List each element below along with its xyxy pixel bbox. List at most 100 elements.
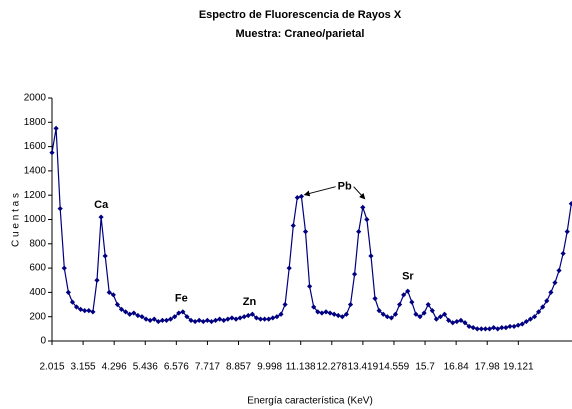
marker [556, 267, 562, 274]
marker [131, 310, 137, 316]
y-tick-label: 1200 [24, 190, 47, 201]
marker [429, 308, 435, 314]
marker [90, 309, 96, 315]
marker [450, 320, 456, 326]
marker [339, 314, 345, 320]
y-axis-label: C u e n t a s [11, 193, 22, 247]
marker [102, 253, 108, 259]
marker [351, 271, 358, 277]
marker [127, 311, 133, 317]
x-tick-label: 8.857 [226, 362, 251, 373]
marker [94, 277, 100, 283]
marker [470, 325, 476, 331]
marker [302, 229, 309, 235]
marker [531, 314, 538, 320]
marker [290, 222, 296, 229]
y-tick-label: 800 [29, 238, 46, 249]
marker [225, 316, 231, 322]
marker [446, 317, 452, 323]
marker [294, 195, 300, 201]
marker [61, 265, 67, 271]
marker [409, 299, 415, 305]
marker [527, 316, 534, 322]
marker [217, 316, 223, 322]
marker [69, 299, 76, 305]
marker [548, 289, 554, 295]
marker [478, 326, 484, 332]
marker [143, 316, 149, 322]
marker [544, 298, 550, 304]
marker [110, 292, 116, 298]
marker [106, 289, 112, 295]
marker [184, 314, 190, 320]
marker [49, 150, 55, 156]
marker [98, 214, 104, 220]
marker [360, 204, 366, 210]
x-tick-label: 2.015 [39, 362, 64, 373]
marker [507, 323, 513, 330]
marker [176, 310, 182, 316]
marker [78, 306, 84, 313]
y-tick-label: 0 [40, 336, 46, 347]
marker [118, 306, 125, 313]
marker [376, 308, 382, 314]
x-tick-label: 5.436 [133, 362, 158, 373]
marker [253, 315, 260, 321]
marker [433, 316, 439, 322]
marker [114, 301, 121, 308]
marker [519, 321, 525, 327]
marker [552, 280, 558, 286]
marker [262, 316, 268, 322]
marker [163, 317, 170, 323]
marker [482, 326, 489, 332]
x-tick-label: 12.278 [316, 362, 347, 373]
marker [474, 326, 480, 332]
marker [311, 304, 317, 310]
annotation: Pb [338, 181, 352, 193]
y-tick-label: 1000 [24, 214, 47, 225]
marker [139, 314, 145, 320]
x-tick-label: 11.138 [286, 362, 316, 373]
marker [200, 318, 206, 325]
marker [151, 316, 157, 322]
marker [441, 311, 448, 317]
annotation-arrow [303, 186, 336, 197]
marker [204, 317, 210, 323]
x-tick-label: 3.155 [71, 362, 96, 373]
marker [188, 317, 194, 323]
marker [486, 326, 493, 332]
annotation: Zn [243, 296, 257, 308]
annotation: Sr [402, 271, 414, 283]
x-tick-label: 15.7 [415, 362, 435, 373]
marker [192, 318, 198, 325]
marker [503, 325, 509, 331]
marker [417, 314, 423, 320]
marker [327, 310, 333, 316]
marker [401, 292, 407, 298]
marker [499, 325, 505, 331]
marker [57, 205, 63, 212]
marker [257, 316, 264, 322]
marker [405, 288, 411, 294]
marker [298, 193, 305, 200]
marker [73, 304, 80, 310]
marker [245, 312, 251, 319]
marker [221, 317, 227, 323]
marker [437, 314, 444, 320]
marker [208, 318, 215, 325]
marker [123, 309, 129, 315]
marker [564, 229, 570, 235]
x-axis-label: Energía característica (KeV) [247, 396, 373, 407]
marker [388, 315, 394, 321]
marker [229, 315, 235, 321]
marker [536, 309, 542, 315]
annotation: Fe [175, 292, 188, 304]
x-tick-label: 7.717 [195, 362, 220, 373]
marker [515, 322, 521, 328]
marker [135, 312, 141, 319]
marker [491, 325, 497, 331]
marker [323, 309, 329, 315]
marker [307, 283, 313, 289]
